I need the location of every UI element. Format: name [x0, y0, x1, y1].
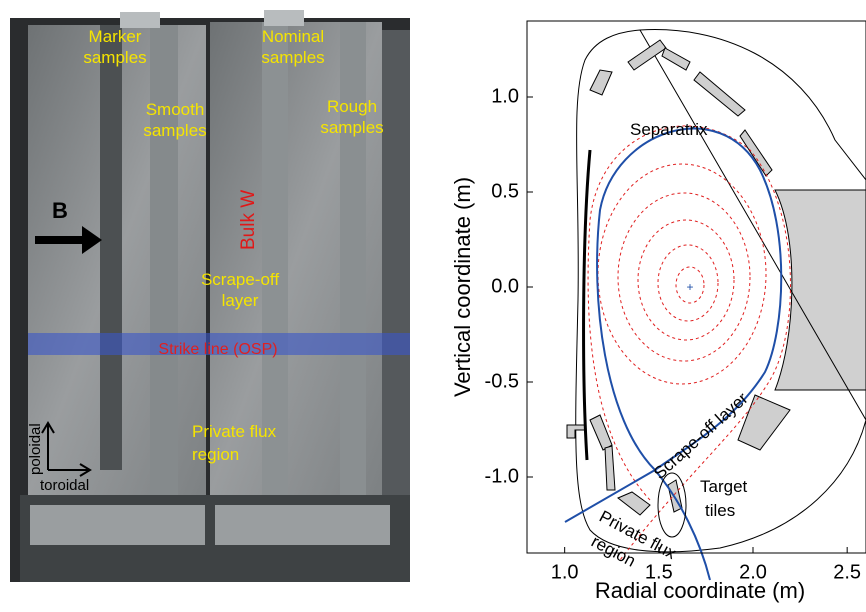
x-tick-label: 1.5 — [645, 561, 673, 583]
flux-surface — [587, 125, 791, 561]
annotation: Target tiles — [700, 477, 748, 520]
strike-band — [28, 333, 410, 355]
y-tick-label: 0.5 — [491, 180, 519, 202]
annotation-line: Target — [700, 477, 748, 496]
label-line: samples — [83, 48, 146, 67]
y-tick-label: 0.0 — [491, 275, 519, 297]
tile — [617, 491, 651, 516]
photo-edge — [378, 30, 410, 500]
strip — [262, 22, 288, 495]
tile — [693, 71, 746, 117]
strip — [100, 25, 122, 470]
clip — [264, 10, 304, 26]
plot: Separatrix Scrape-off layer Private flux… — [450, 20, 866, 603]
clamp-bar — [215, 505, 390, 545]
tile — [739, 129, 773, 177]
flux-surface — [597, 163, 767, 385]
port — [774, 189, 866, 391]
label: Scrape-off layer — [201, 270, 279, 310]
clip — [120, 12, 160, 28]
label-line: layer — [222, 291, 259, 310]
clamp-bar — [30, 505, 205, 545]
strip — [150, 25, 178, 495]
label-line: samples — [143, 121, 206, 140]
strip — [340, 22, 366, 495]
label-line: Smooth — [146, 100, 205, 119]
strike-label: Strike line (OSP) — [158, 341, 277, 358]
x-tick-label: 1.0 — [551, 561, 579, 583]
flux-surface — [637, 219, 735, 341]
direction-label: toroidal — [40, 477, 89, 494]
tile — [589, 69, 613, 96]
direction-label: poloidal — [27, 423, 44, 475]
tile — [737, 394, 791, 451]
axis-marker: + — [686, 280, 693, 294]
tile — [604, 445, 616, 491]
flux-surface — [675, 266, 705, 304]
y-tick-label: -0.5 — [485, 370, 519, 392]
target-ellipse — [657, 472, 687, 538]
limiter — [582, 149, 592, 461]
label-line: samples — [261, 48, 324, 67]
tile — [661, 47, 691, 71]
x-tick-label: 2.0 — [739, 561, 767, 583]
tile — [589, 414, 613, 451]
label-line: Nominal — [262, 27, 324, 46]
vessel — [575, 29, 866, 553]
x-tick-label: 2.5 — [833, 561, 861, 583]
label: Smooth samples — [143, 100, 206, 140]
field-arrow — [35, 226, 102, 254]
separatrix — [564, 127, 783, 581]
y-tick-label: -1.0 — [485, 465, 519, 487]
axes-arrows — [41, 421, 92, 477]
label-line: samples — [320, 118, 383, 137]
label: Rough samples — [320, 97, 383, 137]
field-label: B — [52, 198, 68, 223]
annotation: Separatrix — [630, 120, 708, 139]
annotation-line: tiles — [705, 501, 735, 520]
label-line: region — [192, 445, 239, 464]
y-axis-label: Vertical coordinate (m) — [450, 177, 475, 397]
label-line: Marker — [89, 27, 142, 46]
y-tick-label: 1.0 — [491, 85, 519, 107]
label-line: Private flux — [192, 422, 277, 441]
x-axis-label: Radial coordinate (m) — [595, 578, 805, 603]
label-line: Rough — [327, 97, 377, 116]
label-line: Scrape-off — [201, 270, 279, 289]
flux-surfaces — [587, 125, 791, 561]
label: Private flux region — [192, 422, 277, 464]
annotation: Scrape-off layer — [650, 389, 752, 483]
flux-surface — [617, 192, 751, 362]
bulk-label: Bulk W — [238, 190, 259, 250]
label: Nominal samples — [261, 27, 324, 67]
photo: Marker samples Nominal samples Smooth sampl… — [10, 10, 410, 582]
label: Marker samples — [83, 27, 146, 67]
flux-surface — [657, 244, 719, 322]
